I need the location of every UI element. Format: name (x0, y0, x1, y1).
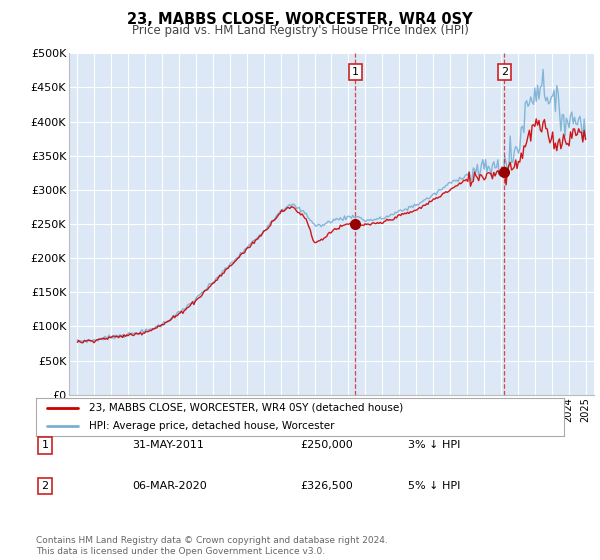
Text: 3% ↓ HPI: 3% ↓ HPI (408, 440, 460, 450)
Text: 31-MAY-2011: 31-MAY-2011 (132, 440, 204, 450)
Text: £326,500: £326,500 (300, 481, 353, 491)
Text: £250,000: £250,000 (300, 440, 353, 450)
Text: 23, MABBS CLOSE, WORCESTER, WR4 0SY: 23, MABBS CLOSE, WORCESTER, WR4 0SY (127, 12, 473, 27)
Text: 2: 2 (41, 481, 49, 491)
Text: Price paid vs. HM Land Registry's House Price Index (HPI): Price paid vs. HM Land Registry's House … (131, 24, 469, 36)
Text: Contains HM Land Registry data © Crown copyright and database right 2024.
This d: Contains HM Land Registry data © Crown c… (36, 536, 388, 556)
Text: 06-MAR-2020: 06-MAR-2020 (132, 481, 207, 491)
Text: 2: 2 (500, 67, 508, 77)
Text: 1: 1 (41, 440, 49, 450)
Text: 5% ↓ HPI: 5% ↓ HPI (408, 481, 460, 491)
Text: 1: 1 (352, 67, 359, 77)
Text: 23, MABBS CLOSE, WORCESTER, WR4 0SY (detached house): 23, MABBS CLOSE, WORCESTER, WR4 0SY (det… (89, 403, 403, 413)
Text: HPI: Average price, detached house, Worcester: HPI: Average price, detached house, Worc… (89, 421, 334, 431)
